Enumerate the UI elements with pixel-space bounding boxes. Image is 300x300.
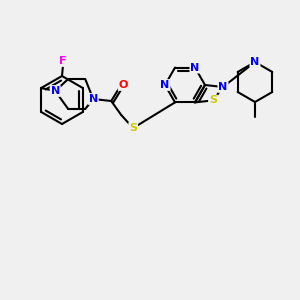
Text: N: N bbox=[160, 80, 169, 90]
Text: N: N bbox=[88, 94, 98, 104]
Text: N: N bbox=[190, 63, 200, 73]
Text: S: S bbox=[209, 95, 217, 105]
Text: F: F bbox=[59, 56, 67, 66]
Text: S: S bbox=[129, 123, 137, 133]
Text: N: N bbox=[250, 57, 260, 67]
Text: O: O bbox=[118, 80, 128, 90]
Text: N: N bbox=[218, 82, 228, 92]
Text: N: N bbox=[51, 86, 60, 96]
